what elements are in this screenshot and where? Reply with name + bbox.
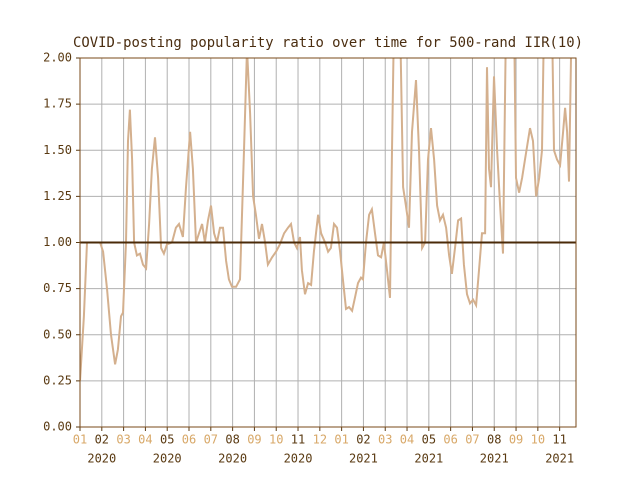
x-tick-year: 2021 [480, 452, 509, 466]
x-tick-label: 12 [313, 433, 327, 447]
x-tick-label: 10 [269, 433, 283, 447]
y-tick-label: 1.75 [43, 97, 72, 111]
x-tick-label: 06 [182, 433, 196, 447]
x-tick-label: 08 [225, 433, 239, 447]
chart-title: COVID-posting popularity ratio over time… [73, 35, 583, 51]
x-tick-year: 2021 [414, 452, 443, 466]
x-tick-label: 02 [95, 433, 109, 447]
x-tick-label: 07 [204, 433, 218, 447]
x-tick-label: 08 [487, 433, 501, 447]
x-tick-label: 05 [160, 433, 174, 447]
y-tick-label: 2.00 [43, 51, 72, 65]
x-tick-label: 07 [465, 433, 479, 447]
y-tick-label: 0.25 [43, 373, 72, 387]
x-tick-year: 2021 [349, 452, 378, 466]
y-tick-label: 0.50 [43, 327, 72, 341]
x-tick-year: 2020 [87, 452, 116, 466]
x-tick-label: 01 [73, 433, 87, 447]
x-tick-label: 05 [422, 433, 436, 447]
x-tick-label: 01 [334, 433, 348, 447]
x-tick-label: 11 [291, 433, 305, 447]
data-line [80, 58, 573, 381]
x-tick-year: 2020 [218, 452, 247, 466]
plot-frame [79, 57, 577, 428]
x-tick-label: 04 [138, 433, 152, 447]
y-tick-label: 1.50 [43, 143, 72, 157]
x-tick-label: 04 [400, 433, 414, 447]
x-tick-year: 2020 [153, 452, 182, 466]
x-tick-label: 03 [378, 433, 392, 447]
x-tick-year: 2020 [284, 452, 313, 466]
x-tick-year: 2021 [545, 452, 574, 466]
x-tick-label: 11 [552, 433, 566, 447]
y-tick-label: 1.00 [43, 235, 72, 249]
y-tick-label: 1.25 [43, 189, 72, 203]
x-tick-label: 10 [531, 433, 545, 447]
x-tick-label: 09 [509, 433, 523, 447]
y-tick-label: 0.75 [43, 281, 72, 295]
x-tick-label: 03 [116, 433, 130, 447]
x-tick-label: 09 [247, 433, 261, 447]
x-tick-label: 06 [443, 433, 457, 447]
x-tick-label: 02 [356, 433, 370, 447]
y-tick-label: 0.00 [43, 420, 72, 434]
